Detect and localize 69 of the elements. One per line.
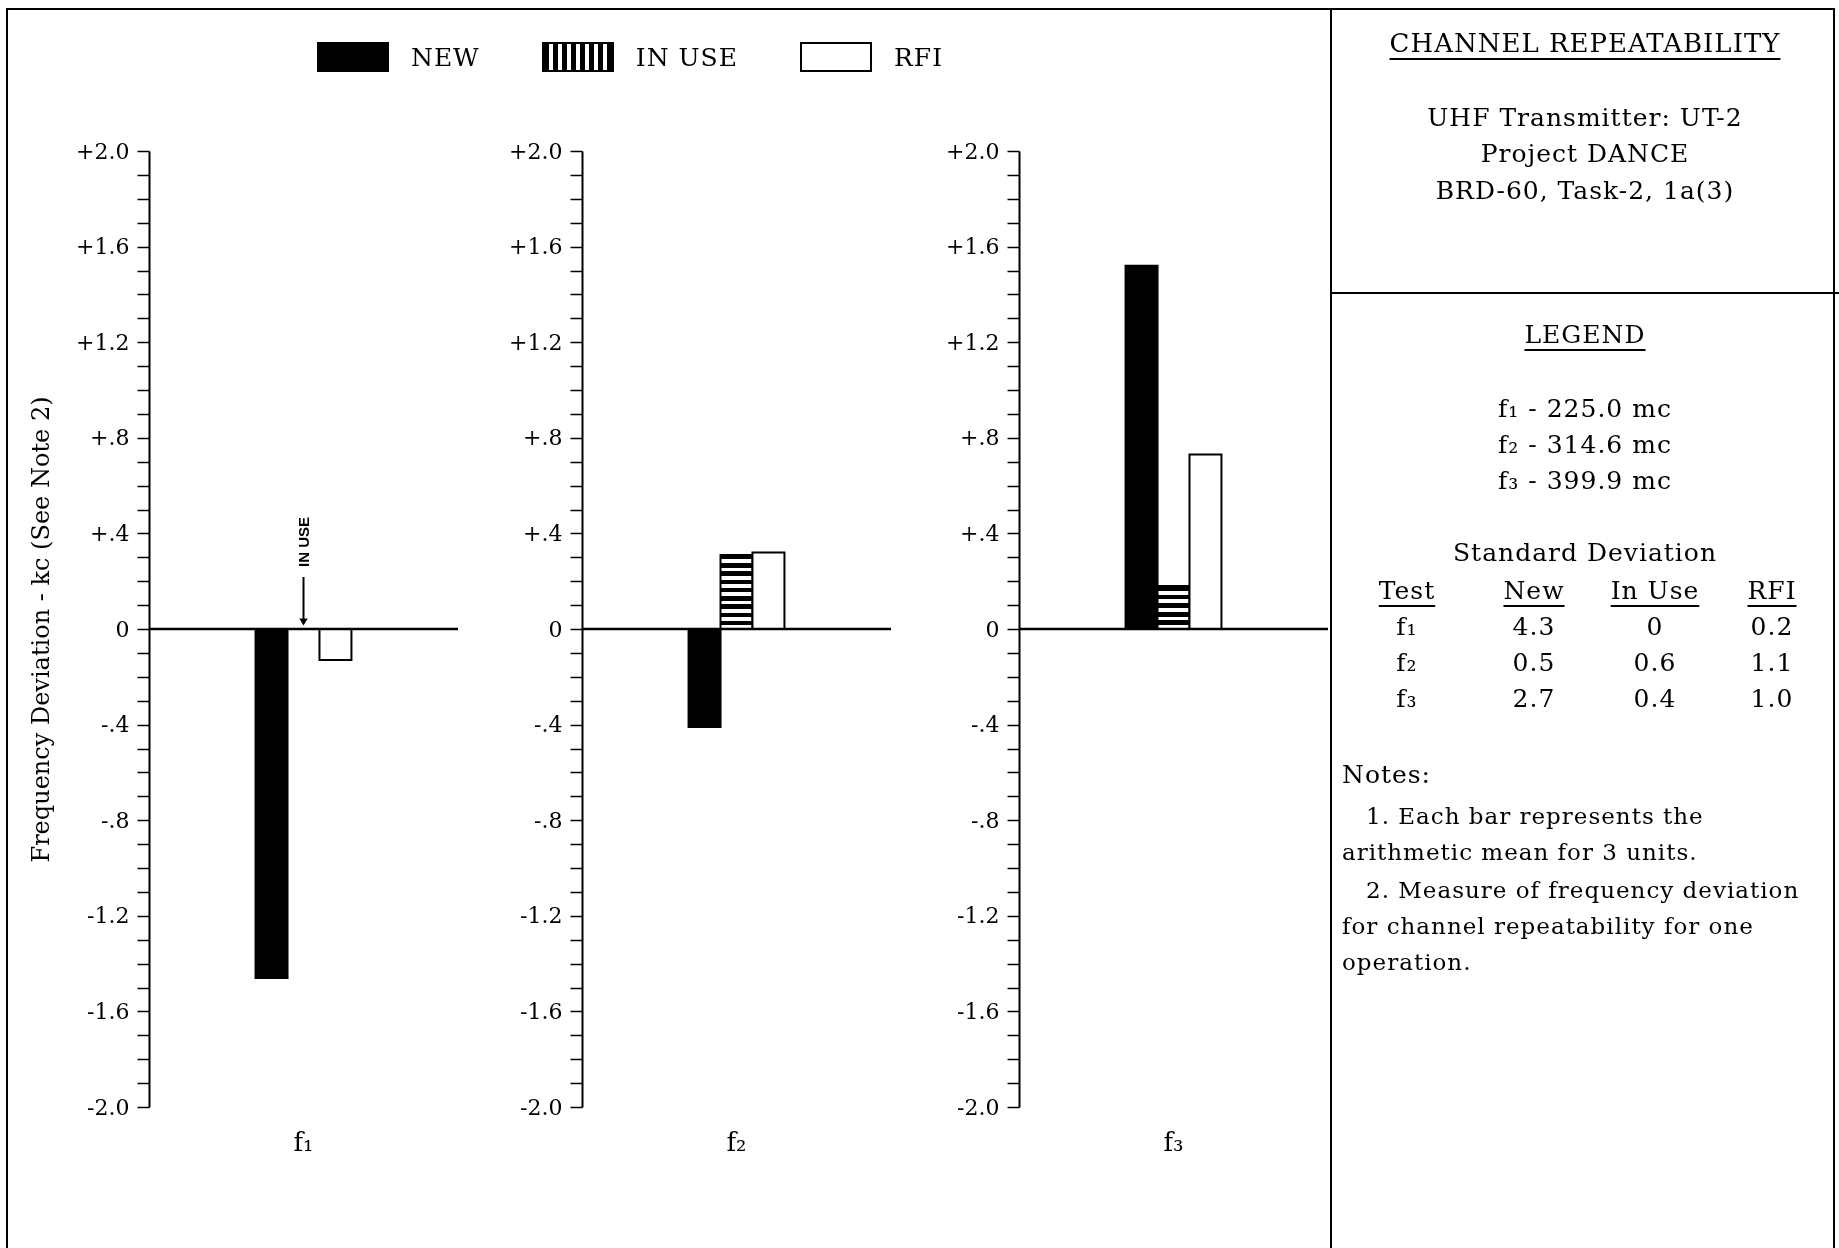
x-tick-label: f₁ [293, 1126, 314, 1157]
text: 0.5 [1512, 648, 1556, 677]
text: 0 [1646, 612, 1664, 641]
y-tick-label: 0 [548, 616, 563, 642]
text: 0.4 [1633, 684, 1677, 713]
y-tick-label: +1.2 [76, 329, 130, 355]
y-tick-label: 0 [985, 616, 1000, 642]
x-tick-label: f₂ [726, 1126, 747, 1157]
y-tick-label: -.8 [534, 807, 563, 833]
y-tick-label: +1.2 [946, 329, 1000, 355]
y-tick-label: +.4 [960, 520, 1000, 546]
y-tick-label: +2.0 [76, 138, 130, 164]
text: RFI [1747, 576, 1797, 605]
y-tick-label: +1.6 [76, 234, 130, 260]
y-tick-label: +2.0 [946, 138, 1000, 164]
y-tick-label: -1.2 [87, 903, 130, 929]
y-tick-label: -.4 [101, 712, 130, 738]
text: 0.2 [1750, 612, 1794, 641]
text: Project DANCE [1479, 139, 1691, 168]
y-tick-label: -.4 [534, 712, 563, 738]
text: f₁ - 225.0 mc [1497, 394, 1673, 423]
y-tick-label: -1.6 [957, 998, 1000, 1024]
y-tick-label: -1.6 [87, 998, 130, 1024]
y-tick-label: -1.6 [520, 998, 563, 1024]
y-tick-label: +.8 [523, 425, 563, 451]
text: 1.1 [1750, 648, 1794, 677]
annotation: IN USE [294, 516, 312, 567]
text: Notes: [1342, 760, 1432, 789]
y-tick-label: +1.2 [509, 329, 563, 355]
y-tick-label: -1.2 [520, 903, 563, 929]
x-tick-label: f₃ [1163, 1126, 1184, 1157]
legend-label: RFI [893, 42, 944, 72]
text: LEGEND [1523, 320, 1647, 349]
text: f₂ [1396, 648, 1418, 677]
text: CHANNEL REPEATABILITY [1388, 28, 1782, 58]
y-tick-label: +2.0 [509, 138, 563, 164]
y-tick-label: -2.0 [520, 1094, 563, 1120]
y-tick-label: +.4 [523, 520, 563, 546]
y-tick-label: +1.6 [946, 234, 1000, 260]
text: f₂ - 314.6 mc [1497, 430, 1673, 459]
text: 2. Measure of frequency deviation for channel repeatability for one operation. [1342, 876, 1801, 977]
y-tick-label: -2.0 [87, 1094, 130, 1120]
text: f₃ - 399.9 mc [1497, 466, 1673, 495]
text: In Use [1610, 576, 1700, 605]
y-tick-label: +1.6 [509, 234, 563, 260]
y-axis-title: Frequency Deviation - kc (See Note 2) [26, 396, 55, 863]
text: f₁ [1396, 612, 1418, 641]
text: New [1503, 576, 1565, 605]
text: BRD-60, Task-2, 1a(3) [1434, 176, 1736, 205]
y-tick-label: -.4 [971, 712, 1000, 738]
text: f₃ [1396, 684, 1418, 713]
y-tick-label: +.4 [90, 520, 130, 546]
text: UHF Transmitter: UT-2 [1426, 103, 1744, 132]
y-tick-label: -2.0 [957, 1094, 1000, 1120]
legend-label: NEW [411, 42, 480, 72]
text: 4.3 [1512, 612, 1556, 641]
text: 0.6 [1633, 648, 1677, 677]
y-tick-label: -1.2 [957, 903, 1000, 929]
text: 1.0 [1750, 684, 1794, 713]
text: Standard Deviation [1451, 538, 1718, 567]
y-tick-label: -.8 [101, 807, 130, 833]
text: 2.7 [1512, 684, 1556, 713]
y-tick-label: 0 [115, 616, 130, 642]
text: Test [1378, 576, 1436, 605]
y-tick-label: +.8 [90, 425, 130, 451]
y-tick-label: -.8 [971, 807, 1000, 833]
legend-label: IN USE [635, 42, 738, 72]
y-tick-label: +.8 [960, 425, 1000, 451]
text: 1. Each bar represents the arithmetic mean for 3 units. [1342, 802, 1705, 867]
